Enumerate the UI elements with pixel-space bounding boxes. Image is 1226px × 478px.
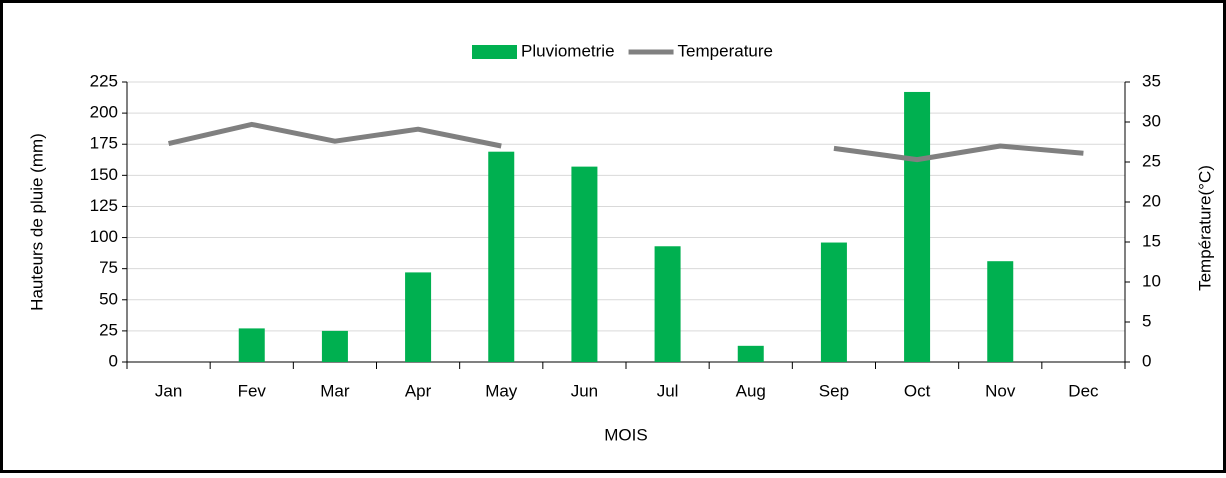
y-tick-label: 175 (90, 134, 118, 153)
y-tick-label: 100 (90, 227, 118, 246)
y2-tick-label: 5 (1142, 311, 1151, 330)
bar (488, 151, 515, 362)
y2-tick-label: 10 (1142, 271, 1161, 290)
bar (904, 91, 931, 362)
bar (987, 261, 1014, 362)
bar (405, 272, 432, 362)
bar (238, 328, 265, 362)
x-tick-label: Sep (819, 381, 849, 400)
line (168, 121, 1084, 163)
y-axis-label: Hauteurs de pluie (mm) (27, 133, 46, 311)
y-tick-label: 150 (90, 165, 118, 184)
y2-tick-label: 30 (1142, 111, 1161, 130)
x-tick-label: Mar (320, 381, 350, 400)
x-tick-label: Jan (155, 381, 182, 400)
x-axis-label: MOIS (604, 425, 647, 444)
bar (820, 242, 847, 362)
x-tick-label: Dec (1068, 381, 1099, 400)
x-tick-label: May (485, 381, 518, 400)
legend-label: Pluviometrie (521, 41, 615, 60)
legend-label: Temperature (678, 41, 773, 60)
y2-axis-label: Température(°C) (1195, 165, 1214, 291)
bar (654, 246, 681, 362)
bar (321, 330, 348, 362)
bar (571, 166, 598, 362)
legend-swatch (472, 45, 517, 59)
x-tick-label: Jun (571, 381, 598, 400)
x-tick-label: Fev (238, 381, 267, 400)
y-tick-label: 50 (99, 289, 118, 308)
x-tick-label: Apr (405, 381, 432, 400)
y-tick-label: 0 (109, 351, 118, 370)
y-tick-label: 25 (99, 320, 118, 339)
y-tick-label: 200 (90, 103, 118, 122)
y2-tick-label: 35 (1142, 71, 1161, 90)
x-tick-label: Jul (657, 381, 679, 400)
x-tick-label: Nov (985, 381, 1016, 400)
y2-tick-label: 25 (1142, 151, 1161, 170)
y2-tick-label: 0 (1142, 351, 1151, 370)
x-tick-label: Aug (736, 381, 766, 400)
x-tick-label: Oct (904, 381, 931, 400)
y-tick-label: 225 (90, 71, 118, 90)
bar (737, 345, 764, 362)
y2-tick-label: 15 (1142, 231, 1161, 250)
y-tick-label: 125 (90, 196, 118, 215)
y2-tick-label: 20 (1142, 191, 1161, 210)
y-tick-label: 75 (99, 258, 118, 277)
